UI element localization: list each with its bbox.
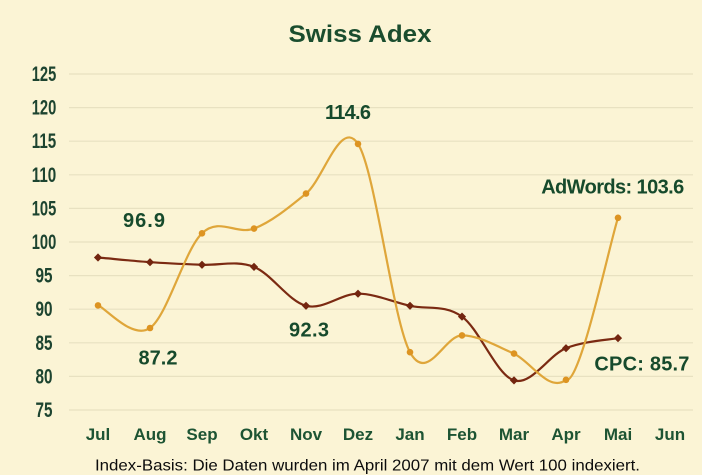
svg-text:105: 105: [32, 197, 57, 220]
svg-text:85: 85: [36, 332, 53, 355]
svg-text:Aug: Aug: [133, 425, 166, 444]
svg-text:125: 125: [32, 63, 57, 86]
svg-text:114.6: 114.6: [325, 102, 371, 124]
svg-text:75: 75: [36, 399, 53, 422]
svg-text:CPC: 85.7: CPC: 85.7: [594, 353, 689, 375]
svg-text:Dez: Dez: [343, 425, 373, 444]
svg-text:Jan: Jan: [395, 425, 424, 444]
svg-text:Mar: Mar: [499, 425, 530, 444]
svg-text:115: 115: [32, 130, 57, 153]
svg-text:AdWords: 103.6: AdWords: 103.6: [541, 177, 684, 199]
svg-text:Mai: Mai: [604, 425, 632, 444]
svg-text:100: 100: [32, 231, 57, 254]
svg-text:Nov: Nov: [290, 425, 323, 444]
svg-text:110: 110: [32, 164, 57, 187]
svg-text:95: 95: [36, 265, 53, 288]
svg-text:90: 90: [36, 298, 53, 321]
svg-text:87.2: 87.2: [139, 348, 178, 370]
svg-text:92.3: 92.3: [289, 320, 329, 342]
svg-text:Jun: Jun: [655, 425, 685, 444]
svg-text:Sep: Sep: [186, 425, 217, 444]
svg-text:Swiss Adex: Swiss Adex: [289, 21, 433, 48]
svg-text:Okt: Okt: [240, 425, 269, 444]
svg-text:96.9: 96.9: [123, 210, 165, 232]
svg-text:Apr: Apr: [551, 425, 581, 444]
svg-text:Jul: Jul: [86, 425, 111, 444]
svg-text:Index-Basis: Die Daten wurden: Index-Basis: Die Daten wurden im April 2…: [95, 458, 640, 475]
svg-text:Feb: Feb: [447, 425, 477, 444]
svg-text:120: 120: [32, 97, 57, 120]
svg-text:80: 80: [36, 365, 53, 388]
